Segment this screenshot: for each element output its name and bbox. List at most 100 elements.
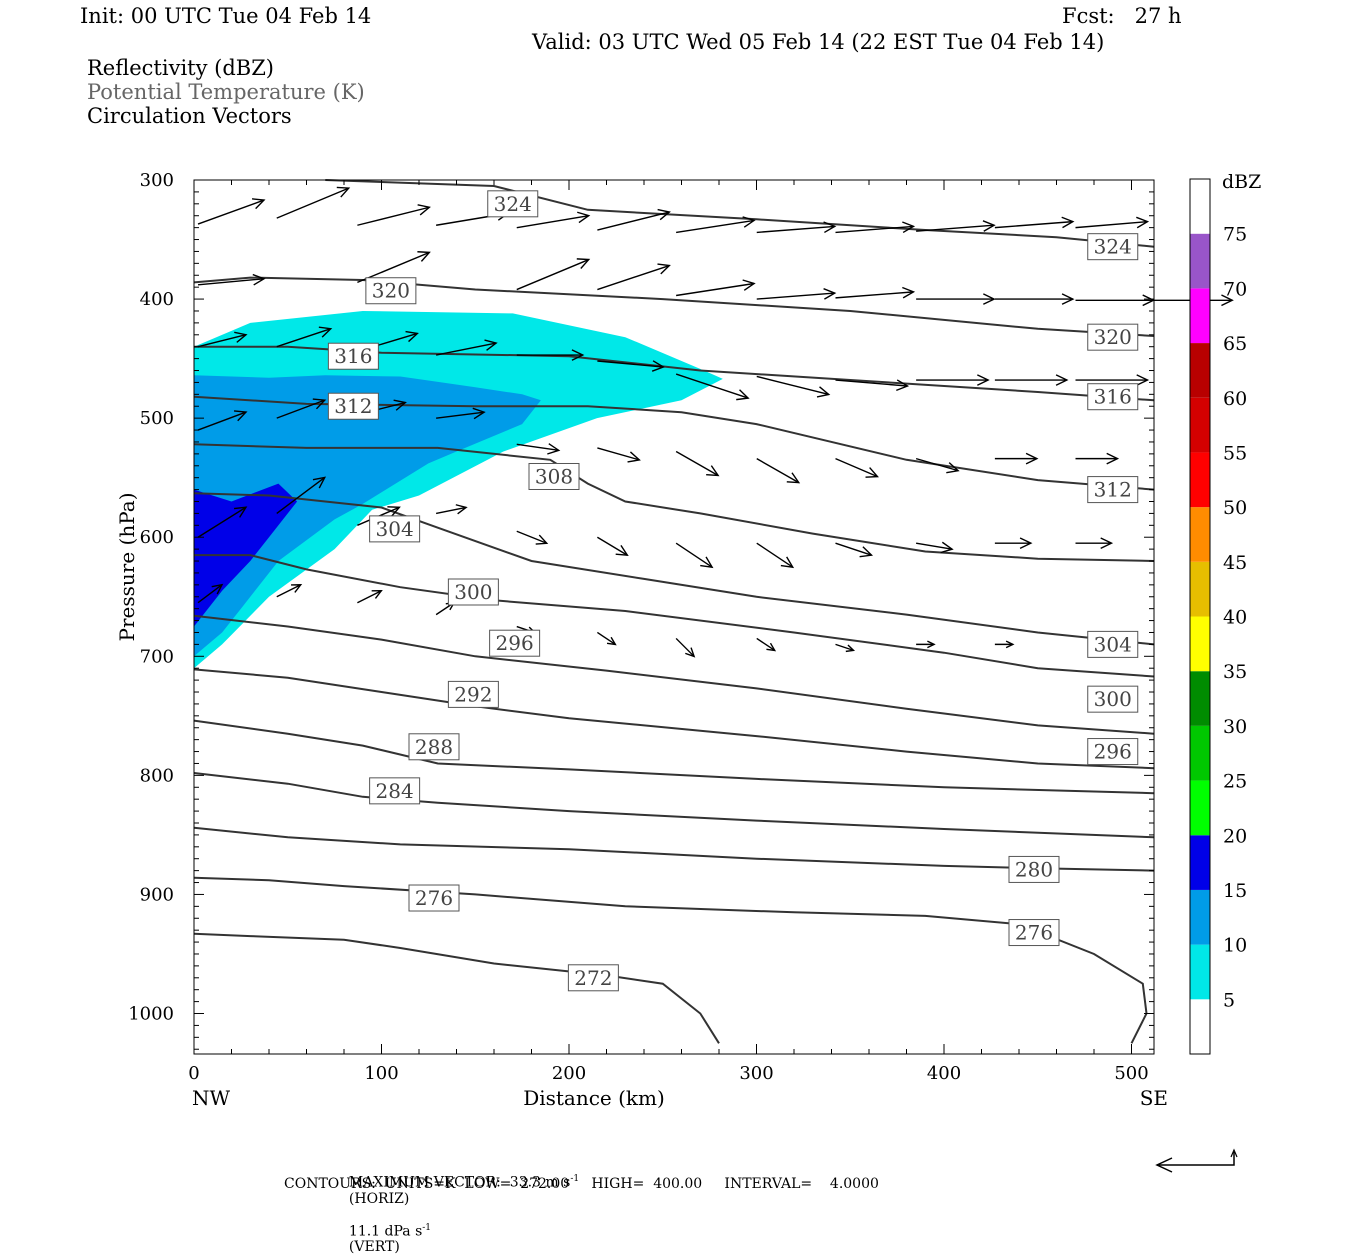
vector-shaft — [756, 542, 794, 568]
y-tick-label: 1000 — [128, 1004, 174, 1025]
vector-shaft — [276, 328, 331, 348]
vector-head — [706, 465, 720, 477]
colorbar-level-label: 30 — [1223, 716, 1247, 738]
vector-head — [417, 251, 431, 262]
contour-label-box-324 — [1087, 233, 1139, 261]
theta-contour-276 — [193, 876, 1148, 1044]
vector-head — [902, 286, 916, 299]
vector-head — [896, 379, 910, 392]
vector-head — [312, 476, 327, 489]
y-tick-label: 300 — [140, 170, 174, 191]
contour-label-316: 316 — [334, 344, 372, 368]
vector-shaft — [516, 214, 589, 229]
field-potential-temperature: Potential Temperature (K) — [87, 80, 365, 104]
colorbar: 5 10 15 20 25 30 35 40 45 50 55 60 65 70 75 dBZ — [1189, 171, 1261, 1055]
vector-head — [1061, 216, 1075, 229]
colorbar-level-label: 65 — [1223, 333, 1247, 355]
colorbar-level-label: 10 — [1223, 935, 1247, 957]
contour-label-box-316 — [1087, 383, 1139, 411]
vector-head — [291, 584, 303, 593]
vector-head — [615, 545, 629, 557]
contour-label-272: 272 — [574, 966, 612, 990]
contour-label-312: 312 — [1094, 478, 1132, 502]
contour-label-324: 324 — [1094, 235, 1132, 259]
vector-head — [1025, 452, 1039, 465]
max-vector-vert-value: 11.1 dPa s — [348, 1223, 423, 1240]
contour-label-box-320 — [1087, 323, 1139, 351]
colorbar-level-label: 75 — [1223, 224, 1247, 246]
vector-head — [823, 221, 837, 234]
contour-label-box-276 — [1008, 919, 1060, 947]
circulation-vector — [756, 288, 837, 300]
colorbar-band — [1190, 343, 1210, 398]
colorbar-level-label: 60 — [1223, 388, 1247, 410]
vector-shaft — [756, 458, 800, 484]
theta-contour-288 — [193, 719, 1155, 795]
colorbar-level-label: 45 — [1223, 552, 1247, 574]
circulation-vector — [835, 286, 916, 299]
contour-label-box-280 — [1008, 855, 1060, 883]
y-tick-label: 800 — [140, 765, 174, 786]
circulation-vector — [197, 506, 248, 538]
contour-label-layer: 324 324 320 320 316 316 312 312 308 304 304 300 300 2… — [327, 190, 1139, 992]
vector-shaft — [675, 637, 695, 657]
circulation-vector — [435, 504, 468, 515]
vector-shaft — [597, 360, 664, 368]
theta-contour-296 — [193, 614, 1155, 735]
contour-label-box-296 — [1087, 738, 1139, 766]
vector-head — [927, 640, 936, 649]
vector-head — [387, 506, 401, 517]
theta-contour-272 — [193, 932, 720, 1044]
endpoint-se-label: SE — [1140, 1086, 1168, 1110]
colorbar-band — [1190, 725, 1210, 781]
max-vector-horiz-tag: (HORIZ) — [348, 1190, 410, 1207]
contour-label-292: 292 — [454, 682, 492, 706]
colorbar-band — [1190, 452, 1210, 508]
colorbar-band — [1190, 780, 1210, 836]
contour-label-308: 308 — [535, 464, 573, 488]
vector-head — [455, 504, 468, 515]
vector-head — [417, 204, 431, 216]
vector-shaft — [994, 220, 1073, 229]
colorbar-band — [1190, 835, 1210, 890]
vector-shaft — [675, 542, 713, 568]
vector-head — [606, 636, 617, 646]
colorbar-band — [1190, 616, 1210, 672]
x-tick-label: 200 — [552, 1063, 586, 1084]
vector-head — [685, 647, 696, 658]
contour-label-276: 276 — [415, 886, 453, 910]
contour-label-box-300 — [1087, 685, 1139, 713]
circulation-vector — [516, 530, 549, 545]
circulation-vector — [915, 457, 960, 474]
theta-contour-292 — [193, 668, 1155, 770]
circulation-vector — [916, 541, 954, 554]
vector-head — [336, 186, 351, 198]
vector-shaft — [756, 637, 776, 652]
theta-contour-324 — [325, 179, 1155, 248]
contour-label-box-288 — [408, 733, 460, 761]
vector-shaft — [516, 530, 548, 544]
circulation-vector — [597, 536, 629, 557]
vector-shaft — [597, 211, 670, 231]
circulation-vector — [1075, 294, 1156, 307]
circulation-vector — [197, 331, 248, 348]
colorbar-title: dBZ — [1222, 171, 1261, 193]
colorbar-level-label: 40 — [1223, 607, 1247, 629]
colorbar-band — [1190, 944, 1210, 1000]
theta-contour-316 — [194, 345, 1155, 402]
vector-shaft — [835, 542, 872, 556]
y-tick-label: 400 — [140, 289, 174, 310]
colorbar-frame — [1189, 178, 1211, 1055]
circulation-vector-layer — [197, 186, 1234, 658]
circulation-vector — [197, 583, 224, 604]
field-reflectivity: Reflectivity (dBZ) — [87, 56, 275, 80]
vector-shaft — [756, 292, 835, 300]
vector-head — [902, 221, 916, 234]
contour-label-300: 300 — [454, 580, 492, 604]
vector-shaft — [276, 187, 350, 219]
plot-frame — [193, 179, 1155, 1055]
max-vector-horiz-exp: -1 — [570, 1174, 580, 1184]
vector-shaft — [835, 291, 914, 299]
vector-head — [859, 546, 874, 558]
contour-label-box-316 — [327, 342, 379, 370]
